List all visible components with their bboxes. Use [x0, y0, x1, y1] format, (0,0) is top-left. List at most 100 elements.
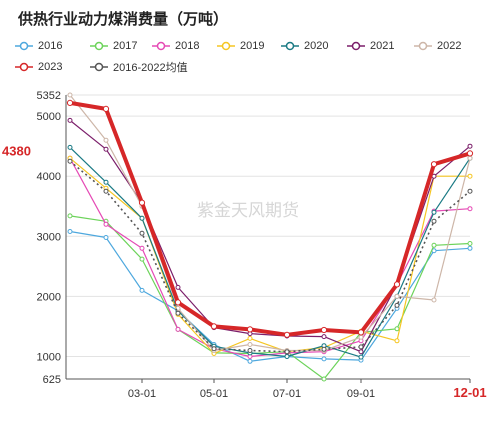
- data-point: [358, 349, 364, 355]
- data-point: [394, 293, 400, 299]
- series-line: [69, 94, 471, 352]
- legend-item[interactable]: 2018: [151, 38, 199, 54]
- legend-item[interactable]: 2017: [89, 38, 137, 54]
- data-point: [284, 349, 290, 355]
- data-point: [103, 179, 109, 185]
- legend-line-icon: [347, 41, 365, 51]
- data-point: [66, 99, 74, 107]
- legend-line-icon: [281, 41, 299, 51]
- data-point: [430, 161, 438, 168]
- data-point: [175, 284, 181, 290]
- data-point: [103, 137, 109, 143]
- data-point: [247, 358, 253, 364]
- highlight-value-label: 4380: [2, 143, 31, 158]
- data-point: [467, 155, 473, 161]
- series-line: [69, 146, 471, 358]
- data-point: [67, 144, 73, 150]
- x-tick-label: 03-01: [128, 388, 156, 400]
- watermark-text: 紫金天风期货: [197, 201, 299, 220]
- legend-label: 2021: [370, 40, 395, 52]
- data-point: [67, 158, 73, 164]
- legend-line-icon: [414, 41, 432, 51]
- data-point: [431, 218, 437, 224]
- data-point: [103, 235, 109, 240]
- data-point: [103, 146, 109, 152]
- series-line: [69, 230, 471, 362]
- data-point: [211, 346, 217, 352]
- legend-item[interactable]: 2016: [14, 38, 62, 54]
- legend-label: 2016: [38, 40, 63, 52]
- x-tick-label: 07-01: [273, 388, 301, 400]
- data-point: [394, 302, 400, 308]
- legend-label: 2023: [38, 61, 63, 73]
- legend-line-icon: [90, 41, 108, 51]
- y-tick-label: 4000: [37, 171, 61, 183]
- data-point: [247, 342, 253, 347]
- data-point: [358, 344, 364, 350]
- data-point: [467, 143, 473, 149]
- legend-label: 2022: [437, 40, 462, 52]
- data-point: [284, 354, 290, 359]
- data-point: [174, 299, 182, 306]
- y-tick-label: 5352: [37, 90, 61, 102]
- data-point: [246, 326, 254, 333]
- data-point: [358, 334, 364, 340]
- data-point: [103, 188, 109, 194]
- legend-item[interactable]: 2019: [216, 38, 264, 54]
- data-point: [394, 326, 400, 332]
- y-tick-label: 5000: [37, 111, 61, 123]
- data-point: [138, 199, 146, 206]
- data-point: [467, 245, 473, 251]
- y-tick-label: 3000: [37, 231, 61, 243]
- data-point: [175, 310, 181, 316]
- data-point: [431, 242, 437, 248]
- legend-line-icon: [90, 62, 108, 72]
- data-point: [431, 297, 437, 303]
- data-point: [321, 334, 327, 340]
- legend-label: 2019: [240, 40, 265, 52]
- data-point: [103, 221, 109, 227]
- x-tick-label: 12-01: [453, 385, 486, 400]
- legend-item[interactable]: 2020: [280, 38, 328, 54]
- data-point: [320, 326, 328, 334]
- legend-line-icon: [15, 62, 33, 72]
- y-tick-label: 625: [43, 374, 61, 386]
- data-point: [357, 329, 365, 336]
- series-line: [69, 157, 470, 355]
- data-point: [139, 230, 145, 236]
- data-point: [467, 188, 473, 194]
- series-line: [69, 157, 471, 358]
- legend-item[interactable]: 2021: [346, 38, 394, 54]
- legend-label: 2020: [304, 40, 329, 52]
- y-tick-label: 1000: [37, 351, 61, 363]
- data-point: [394, 338, 400, 344]
- data-point: [431, 209, 437, 215]
- data-point: [466, 150, 474, 157]
- legend-item[interactable]: 2016-2022均值: [89, 59, 188, 75]
- data-point: [210, 323, 218, 330]
- data-point: [321, 356, 327, 362]
- data-point: [467, 206, 473, 212]
- legend-line-icon: [15, 41, 33, 51]
- data-point: [139, 245, 145, 251]
- legend-label: 2018: [175, 40, 200, 52]
- legend-label: 2016-2022均值: [113, 62, 188, 74]
- data-point: [67, 229, 73, 234]
- data-point: [139, 215, 145, 221]
- data-point: [102, 105, 110, 113]
- y-tick-label: 2000: [37, 291, 61, 303]
- data-point: [139, 287, 145, 293]
- data-point: [175, 326, 181, 332]
- data-point: [247, 335, 253, 341]
- data-point: [321, 346, 327, 352]
- legend-item[interactable]: 2023: [14, 59, 62, 75]
- legend-item[interactable]: 2022: [413, 38, 461, 54]
- data-point: [321, 376, 327, 382]
- data-point: [467, 173, 473, 179]
- data-point: [358, 354, 364, 360]
- x-tick-label: 09-01: [347, 388, 375, 400]
- legend-line-icon: [152, 41, 170, 51]
- data-point: [467, 241, 473, 246]
- series-line: [69, 160, 471, 353]
